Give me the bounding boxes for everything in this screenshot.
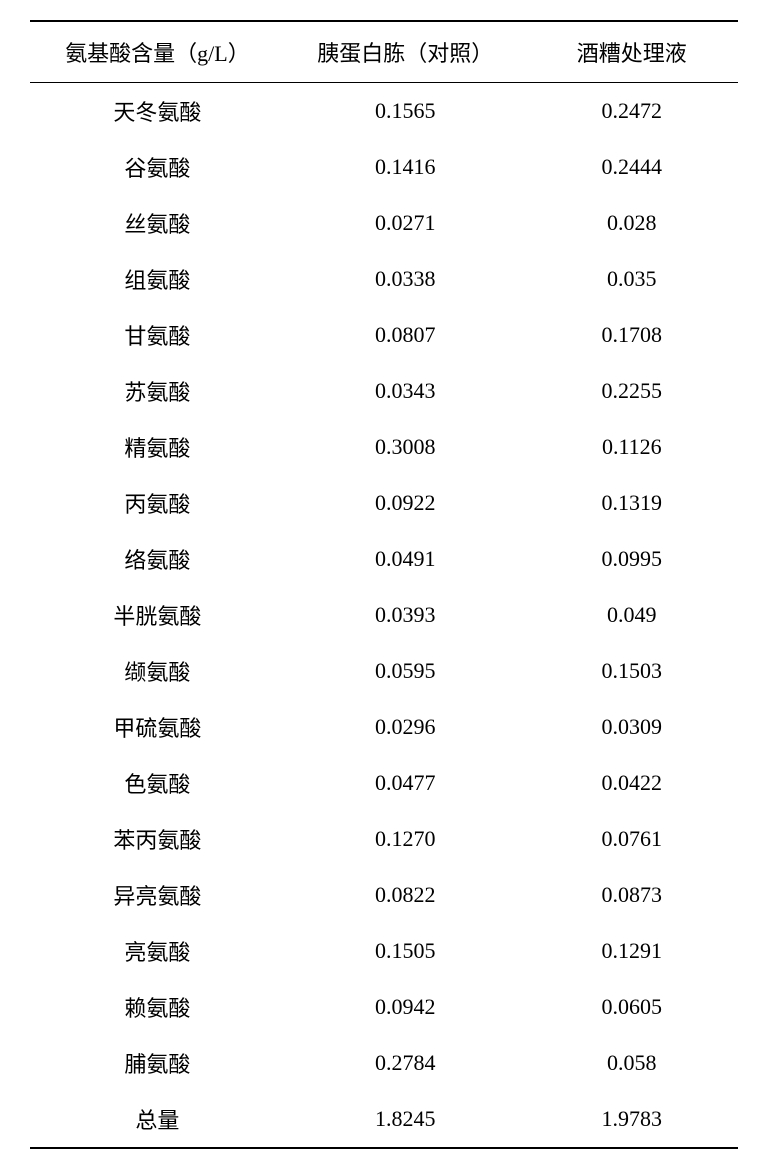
treatment-value: 0.1503: [526, 643, 738, 699]
control-value: 0.3008: [285, 419, 526, 475]
table-row: 脯氨酸0.27840.058: [30, 1035, 738, 1091]
treatment-value: 0.0761: [526, 811, 738, 867]
table-row: 赖氨酸0.09420.0605: [30, 979, 738, 1035]
treatment-value: 0.035: [526, 251, 738, 307]
table-row: 组氨酸0.03380.035: [30, 251, 738, 307]
treatment-value: 0.0873: [526, 867, 738, 923]
column-header-treatment: 酒糟处理液: [526, 21, 738, 83]
amino-acid-name: 总量: [30, 1091, 285, 1148]
table-row: 总量1.82451.9783: [30, 1091, 738, 1148]
treatment-value: 0.2255: [526, 363, 738, 419]
amino-acid-name: 谷氨酸: [30, 139, 285, 195]
table-row: 缬氨酸0.05950.1503: [30, 643, 738, 699]
treatment-value: 0.049: [526, 587, 738, 643]
treatment-value: 0.2444: [526, 139, 738, 195]
amino-acid-name: 甲硫氨酸: [30, 699, 285, 755]
table-row: 苯丙氨酸0.12700.0761: [30, 811, 738, 867]
amino-acid-name: 赖氨酸: [30, 979, 285, 1035]
amino-acid-name: 脯氨酸: [30, 1035, 285, 1091]
table-row: 精氨酸0.30080.1126: [30, 419, 738, 475]
table-body: 天冬氨酸0.15650.2472谷氨酸0.14160.2444丝氨酸0.0271…: [30, 83, 738, 1149]
control-value: 0.1565: [285, 83, 526, 140]
amino-acid-name: 络氨酸: [30, 531, 285, 587]
amino-acid-name: 甘氨酸: [30, 307, 285, 363]
control-value: 0.1416: [285, 139, 526, 195]
control-value: 0.0822: [285, 867, 526, 923]
treatment-value: 0.0309: [526, 699, 738, 755]
control-value: 0.0477: [285, 755, 526, 811]
table-row: 半胱氨酸0.03930.049: [30, 587, 738, 643]
control-value: 0.0271: [285, 195, 526, 251]
table-row: 天冬氨酸0.15650.2472: [30, 83, 738, 140]
control-value: 0.1270: [285, 811, 526, 867]
table-row: 甲硫氨酸0.02960.0309: [30, 699, 738, 755]
table-row: 苏氨酸0.03430.2255: [30, 363, 738, 419]
amino-acid-name: 天冬氨酸: [30, 83, 285, 140]
amino-acid-name: 丙氨酸: [30, 475, 285, 531]
table-row: 色氨酸0.04770.0422: [30, 755, 738, 811]
column-header-control: 胰蛋白胨（对照）: [285, 21, 526, 83]
control-value: 0.0922: [285, 475, 526, 531]
treatment-value: 0.0605: [526, 979, 738, 1035]
amino-acid-name: 半胱氨酸: [30, 587, 285, 643]
control-value: 0.0343: [285, 363, 526, 419]
treatment-value: 0.058: [526, 1035, 738, 1091]
control-value: 0.0595: [285, 643, 526, 699]
control-value: 0.1505: [285, 923, 526, 979]
table-header-row: 氨基酸含量（g/L） 胰蛋白胨（对照） 酒糟处理液: [30, 21, 738, 83]
treatment-value: 0.1319: [526, 475, 738, 531]
treatment-value: 0.0995: [526, 531, 738, 587]
treatment-value: 0.1291: [526, 923, 738, 979]
table-row: 异亮氨酸0.08220.0873: [30, 867, 738, 923]
control-value: 0.0807: [285, 307, 526, 363]
amino-acid-name: 苯丙氨酸: [30, 811, 285, 867]
table-row: 谷氨酸0.14160.2444: [30, 139, 738, 195]
control-value: 0.0393: [285, 587, 526, 643]
table-row: 甘氨酸0.08070.1708: [30, 307, 738, 363]
table-row: 络氨酸0.04910.0995: [30, 531, 738, 587]
treatment-value: 0.2472: [526, 83, 738, 140]
control-value: 0.0942: [285, 979, 526, 1035]
treatment-value: 0.1126: [526, 419, 738, 475]
table-row: 亮氨酸0.15050.1291: [30, 923, 738, 979]
amino-acid-name: 苏氨酸: [30, 363, 285, 419]
table-row: 丙氨酸0.09220.1319: [30, 475, 738, 531]
control-value: 0.0338: [285, 251, 526, 307]
amino-acid-name: 亮氨酸: [30, 923, 285, 979]
control-value: 0.0296: [285, 699, 526, 755]
treatment-value: 0.028: [526, 195, 738, 251]
control-value: 1.8245: [285, 1091, 526, 1148]
amino-acid-table: 氨基酸含量（g/L） 胰蛋白胨（对照） 酒糟处理液 天冬氨酸0.15650.24…: [30, 20, 738, 1149]
treatment-value: 0.1708: [526, 307, 738, 363]
amino-acid-name: 色氨酸: [30, 755, 285, 811]
treatment-value: 0.0422: [526, 755, 738, 811]
amino-acid-name: 精氨酸: [30, 419, 285, 475]
column-header-name: 氨基酸含量（g/L）: [30, 21, 285, 83]
amino-acid-name: 组氨酸: [30, 251, 285, 307]
amino-acid-name: 丝氨酸: [30, 195, 285, 251]
amino-acid-name: 异亮氨酸: [30, 867, 285, 923]
amino-acid-name: 缬氨酸: [30, 643, 285, 699]
control-value: 0.2784: [285, 1035, 526, 1091]
table-row: 丝氨酸0.02710.028: [30, 195, 738, 251]
treatment-value: 1.9783: [526, 1091, 738, 1148]
control-value: 0.0491: [285, 531, 526, 587]
